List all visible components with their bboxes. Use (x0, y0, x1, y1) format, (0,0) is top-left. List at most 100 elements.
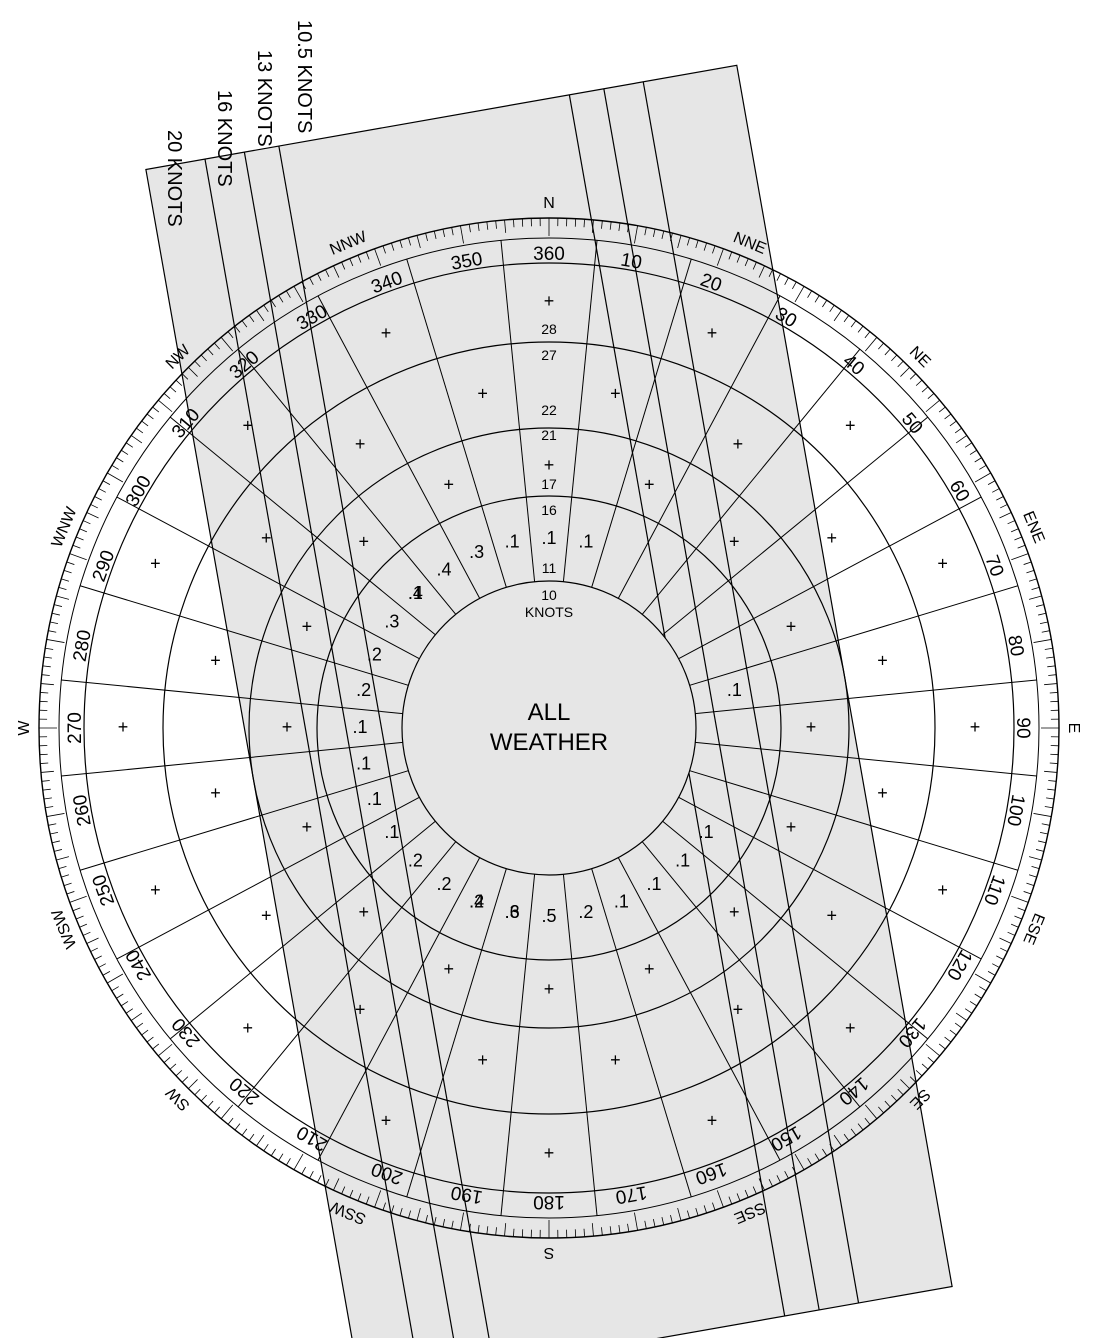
degree-label: 80 (1003, 634, 1027, 658)
degree-tick (164, 393, 170, 398)
degree-tick (147, 1037, 153, 1042)
degree-tick (64, 883, 72, 885)
cardinal-label: E (1065, 723, 1082, 734)
degree-tick (44, 657, 52, 658)
sector-value: .1 (356, 754, 371, 774)
degree-tick (136, 428, 142, 433)
plus-marker: + (733, 434, 744, 454)
degree-tick (1045, 648, 1053, 649)
plus-marker: + (733, 999, 744, 1019)
degree-tick (170, 1064, 176, 1069)
plus-marker: + (355, 999, 366, 1019)
degree-tick (950, 1030, 956, 1035)
degree-tick (1046, 798, 1054, 799)
sector-value: .1 (699, 822, 714, 842)
speed-ring (402, 581, 696, 875)
degree-tick (208, 1101, 213, 1107)
degree-tick (116, 994, 123, 998)
degree-tick (865, 332, 870, 338)
degree-tick (1048, 675, 1056, 676)
plus-marker: + (243, 1018, 254, 1038)
degree-tick (73, 908, 80, 911)
degree-tick (83, 521, 90, 524)
degree-tick (922, 1064, 928, 1069)
sector-value: .4 (436, 560, 451, 580)
degree-label: 180 (533, 1191, 565, 1212)
degree-tick (116, 458, 123, 462)
degree-tick (59, 587, 67, 589)
degree-tick (970, 450, 977, 454)
degree-tick (1008, 932, 1015, 935)
degree-label: 40 (839, 350, 869, 380)
plus-marker: + (610, 383, 621, 403)
degree-tick (70, 896, 87, 902)
plus-marker: + (150, 554, 161, 574)
degree-tick (785, 278, 789, 285)
degree-tick (955, 428, 961, 433)
plus-marker: + (707, 1110, 718, 1130)
degree-tick (1029, 875, 1037, 877)
degree-tick (112, 987, 119, 991)
sector-value: .2 (408, 850, 423, 870)
degree-tick (975, 473, 991, 482)
ring-label: 21 (541, 427, 557, 443)
degree-tick (264, 1144, 268, 1151)
plus-marker: + (381, 323, 392, 343)
speed-band-label: 10.5 KNOTS (293, 20, 315, 133)
degree-label: 270 (65, 712, 86, 744)
degree-tick (988, 971, 995, 975)
degree-tick (822, 300, 826, 307)
degree-tick (1032, 866, 1040, 868)
degree-tick (988, 481, 995, 485)
degree-tick (1036, 849, 1044, 851)
degree-tick (83, 932, 90, 935)
cardinal-label: WNW (49, 504, 81, 550)
plus-marker: + (302, 616, 313, 636)
degree-tick (80, 529, 87, 532)
degree-tick (121, 1001, 128, 1005)
degree-tick (107, 974, 123, 983)
degree-tick (916, 1070, 922, 1075)
degree-tick (999, 938, 1011, 943)
degree-tick (1038, 613, 1046, 615)
plus-marker: + (644, 475, 655, 495)
sector-value: .1 (384, 822, 399, 842)
plus-marker: + (877, 650, 888, 670)
degree-tick (1044, 684, 1057, 685)
cardinal-label: WSW (49, 906, 81, 951)
plus-marker: + (544, 979, 555, 999)
plus-marker: + (261, 528, 272, 548)
degree-tick (76, 537, 83, 540)
degree-label: 280 (70, 628, 96, 663)
degree-tick (1034, 639, 1052, 642)
plus-marker: + (544, 1143, 555, 1163)
plus-marker: + (118, 717, 129, 737)
degree-tick (271, 1149, 275, 1156)
degree-tick (107, 473, 123, 482)
degree-tick (153, 1044, 159, 1049)
plus-marker: + (644, 959, 655, 979)
plus-marker: + (355, 434, 366, 454)
degree-tick (975, 974, 991, 983)
degree-tick (228, 1118, 233, 1124)
degree-tick (1026, 570, 1034, 572)
degree-label: 110 (979, 872, 1009, 908)
degree-tick (67, 562, 75, 565)
plus-marker: + (786, 817, 797, 837)
degree-tick (584, 219, 585, 227)
degree-tick (878, 343, 883, 349)
plus-marker: + (443, 475, 454, 495)
degree-tick (1045, 807, 1053, 808)
plus-marker: + (806, 717, 817, 737)
degree-tick (95, 956, 102, 960)
degree-tick (195, 1089, 201, 1095)
degree-tick (830, 305, 834, 312)
degree-tick (926, 1044, 940, 1056)
degree-tick (131, 435, 142, 442)
degree-tick (1040, 832, 1048, 834)
ring-label: KNOTS (525, 604, 573, 620)
plus-marker: + (544, 291, 555, 311)
degree-tick (317, 1175, 321, 1182)
degree-tick (43, 789, 51, 790)
sector-value: .1 (367, 789, 382, 809)
